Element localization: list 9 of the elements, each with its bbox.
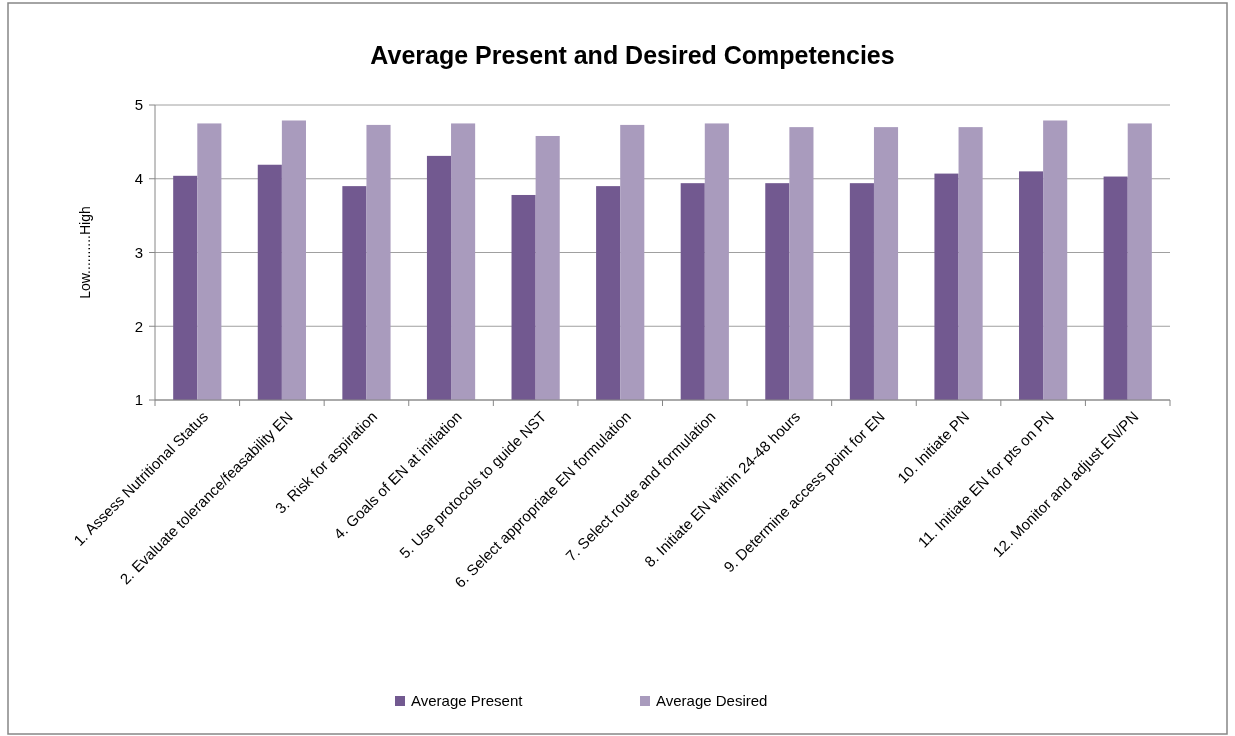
y-axis-title: Low..........High — [77, 206, 93, 299]
y-tick-label: 2 — [134, 317, 143, 335]
legend-label: Average Present — [411, 692, 524, 710]
y-tick-label: 1 — [134, 391, 143, 409]
chart-title: Average Present and Desired Competencies — [370, 41, 895, 69]
y-tick-label: 3 — [134, 243, 143, 261]
y-tick-label: 4 — [134, 170, 143, 187]
y-tick-label: 5 — [134, 96, 143, 114]
legend-label: Average Desired — [656, 692, 768, 710]
